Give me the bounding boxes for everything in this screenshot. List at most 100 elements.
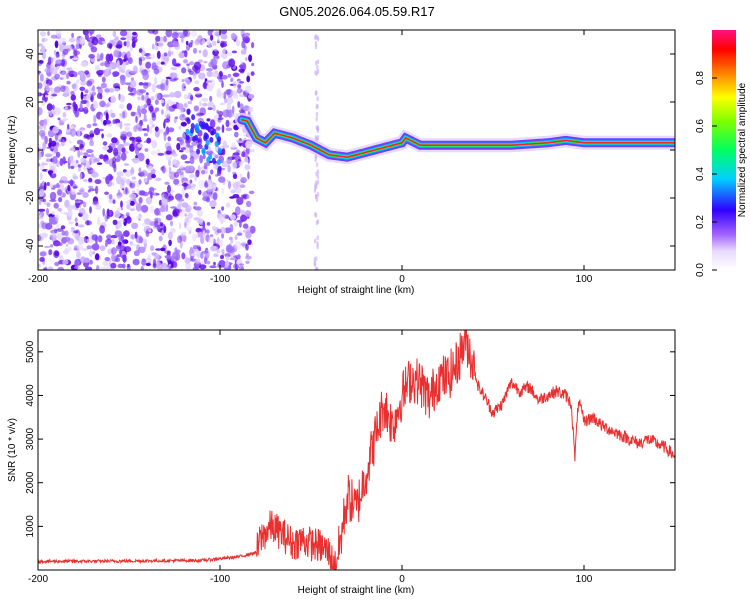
spectrogram-speckle: [100, 114, 103, 123]
spectrogram-speckle: [43, 123, 46, 131]
spectrogram-speckle: [73, 230, 79, 234]
spectrogram-speckle: [313, 261, 317, 267]
spectrogram-speckle: [215, 146, 219, 152]
spectrogram-speckle: [163, 191, 172, 200]
spectrogram-speckle: [123, 218, 127, 227]
spectrogram-speckle: [251, 41, 255, 49]
spectrogram-speckle: [116, 122, 120, 128]
spectrogram-speckle: [112, 119, 116, 125]
spectrogram-speckle: [207, 30, 213, 36]
spectrogram-speckle: [158, 235, 163, 242]
spectrogram-speckle: [64, 248, 69, 255]
spectrogram-speckle: [129, 181, 136, 189]
spectrogram-speckle: [68, 105, 71, 110]
spectrogram-blob: [186, 118, 191, 125]
spectrogram-blob: [185, 128, 190, 135]
spectrogram-speckle: [39, 172, 43, 181]
spectrogram-speckle: [83, 106, 89, 115]
spectrogram-speckle: [202, 154, 206, 160]
spectrogram-speckle: [230, 239, 234, 244]
spectrogram-speckle: [186, 79, 191, 85]
spectrogram-speckle: [161, 109, 164, 115]
spectrogram-speckle: [163, 118, 171, 123]
colorbar-tick-label: 0.6: [695, 119, 706, 133]
spectrogram-speckle: [38, 189, 45, 197]
snr-plot-area: [38, 330, 675, 570]
spectrogram-speckle: [82, 201, 87, 208]
spectrogram-speckle: [243, 157, 249, 163]
spectrogram-speckle: [125, 216, 132, 224]
spectrogram-speckle: [75, 233, 80, 241]
spectrogram-speckle: [111, 238, 115, 245]
spectrogram-speckle: [50, 34, 58, 39]
spectrogram-speckle: [162, 167, 168, 173]
spectrogram-speckle: [60, 71, 67, 80]
spectrogram-speckle: [45, 79, 53, 86]
x-tick-label: -100: [210, 274, 230, 285]
spectrogram-speckle: [228, 58, 236, 68]
spectrogram-speckle: [189, 179, 193, 184]
spectrogram-speckle: [59, 43, 65, 53]
spectrogram-speckle: [168, 239, 172, 246]
spectrogram-speckle: [99, 54, 104, 61]
spectrogram-speckle: [67, 211, 73, 217]
spectrogram-speckle: [205, 68, 213, 72]
spectrogram-speckle: [64, 199, 70, 208]
spectrogram-speckle: [84, 109, 89, 114]
spectrogram-speckle: [168, 172, 171, 176]
spectrogram-speckle: [112, 199, 116, 204]
spectrogram-speckle: [58, 207, 62, 212]
spectrogram-speckle: [170, 220, 173, 227]
spectrogram-y-axis-label: Frequency (Hz): [7, 116, 18, 185]
spectrogram-speckle: [155, 248, 162, 251]
spectrogram-speckle: [146, 124, 150, 133]
spectrogram-speckle: [241, 195, 249, 200]
y-tick-label: 2000: [25, 471, 36, 494]
spectrogram-speckle: [220, 42, 228, 48]
spectrogram-speckle: [58, 133, 62, 141]
spectrogram-speckle: [314, 70, 317, 76]
spectrogram-speckle: [138, 236, 143, 244]
spectrogram-speckle: [48, 216, 53, 225]
spectrogram-speckle: [99, 62, 105, 67]
spectrogram-speckle: [38, 200, 42, 205]
spectrogram-speckle: [207, 107, 213, 110]
x-tick-label: 100: [576, 274, 593, 285]
spectrogram-speckle: [90, 169, 96, 173]
spectrogram-speckle: [137, 152, 145, 162]
spectrogram-speckle: [197, 231, 203, 238]
spectrogram-speckle: [163, 225, 167, 234]
spectrogram-speckle: [149, 105, 154, 112]
spectrogram-speckle: [108, 142, 116, 149]
spectrogram-speckle: [229, 223, 234, 233]
spectrogram-blob: [211, 157, 216, 164]
spectrogram-speckle: [236, 87, 243, 94]
spectrogram-speckle: [72, 101, 77, 108]
spectrogram-blob: [212, 128, 217, 135]
spectrogram-speckle: [88, 85, 92, 93]
spectrogram-speckle: [73, 185, 79, 189]
spectrogram-speckle: [154, 107, 160, 112]
spectrogram-speckle: [244, 164, 251, 171]
spectrogram-speckle: [96, 162, 103, 165]
spectrogram-speckle: [165, 203, 169, 212]
spectrogram-speckle: [66, 80, 71, 85]
spectrogram-speckle: [145, 230, 150, 237]
spectrogram-speckle: [115, 44, 123, 49]
spectrogram-speckle: [165, 150, 172, 155]
spectrogram-speckle: [70, 189, 77, 195]
spectrogram-speckle: [89, 130, 95, 139]
spectrogram-speckle: [146, 137, 152, 144]
spectrogram-speckle: [173, 77, 179, 81]
spectrogram-speckle: [67, 184, 71, 192]
spectrogram-speckle: [187, 165, 194, 173]
spectrogram-speckle: [102, 208, 105, 217]
spectrogram-speckle: [316, 244, 319, 250]
spectrogram-speckle: [231, 161, 237, 170]
spectrogram-speckle: [154, 76, 158, 85]
spectrogram-speckle: [116, 60, 120, 69]
spectrogram-speckle: [40, 232, 48, 239]
spectrogram-speckle: [173, 261, 178, 268]
x-tick-label: -200: [28, 274, 48, 285]
